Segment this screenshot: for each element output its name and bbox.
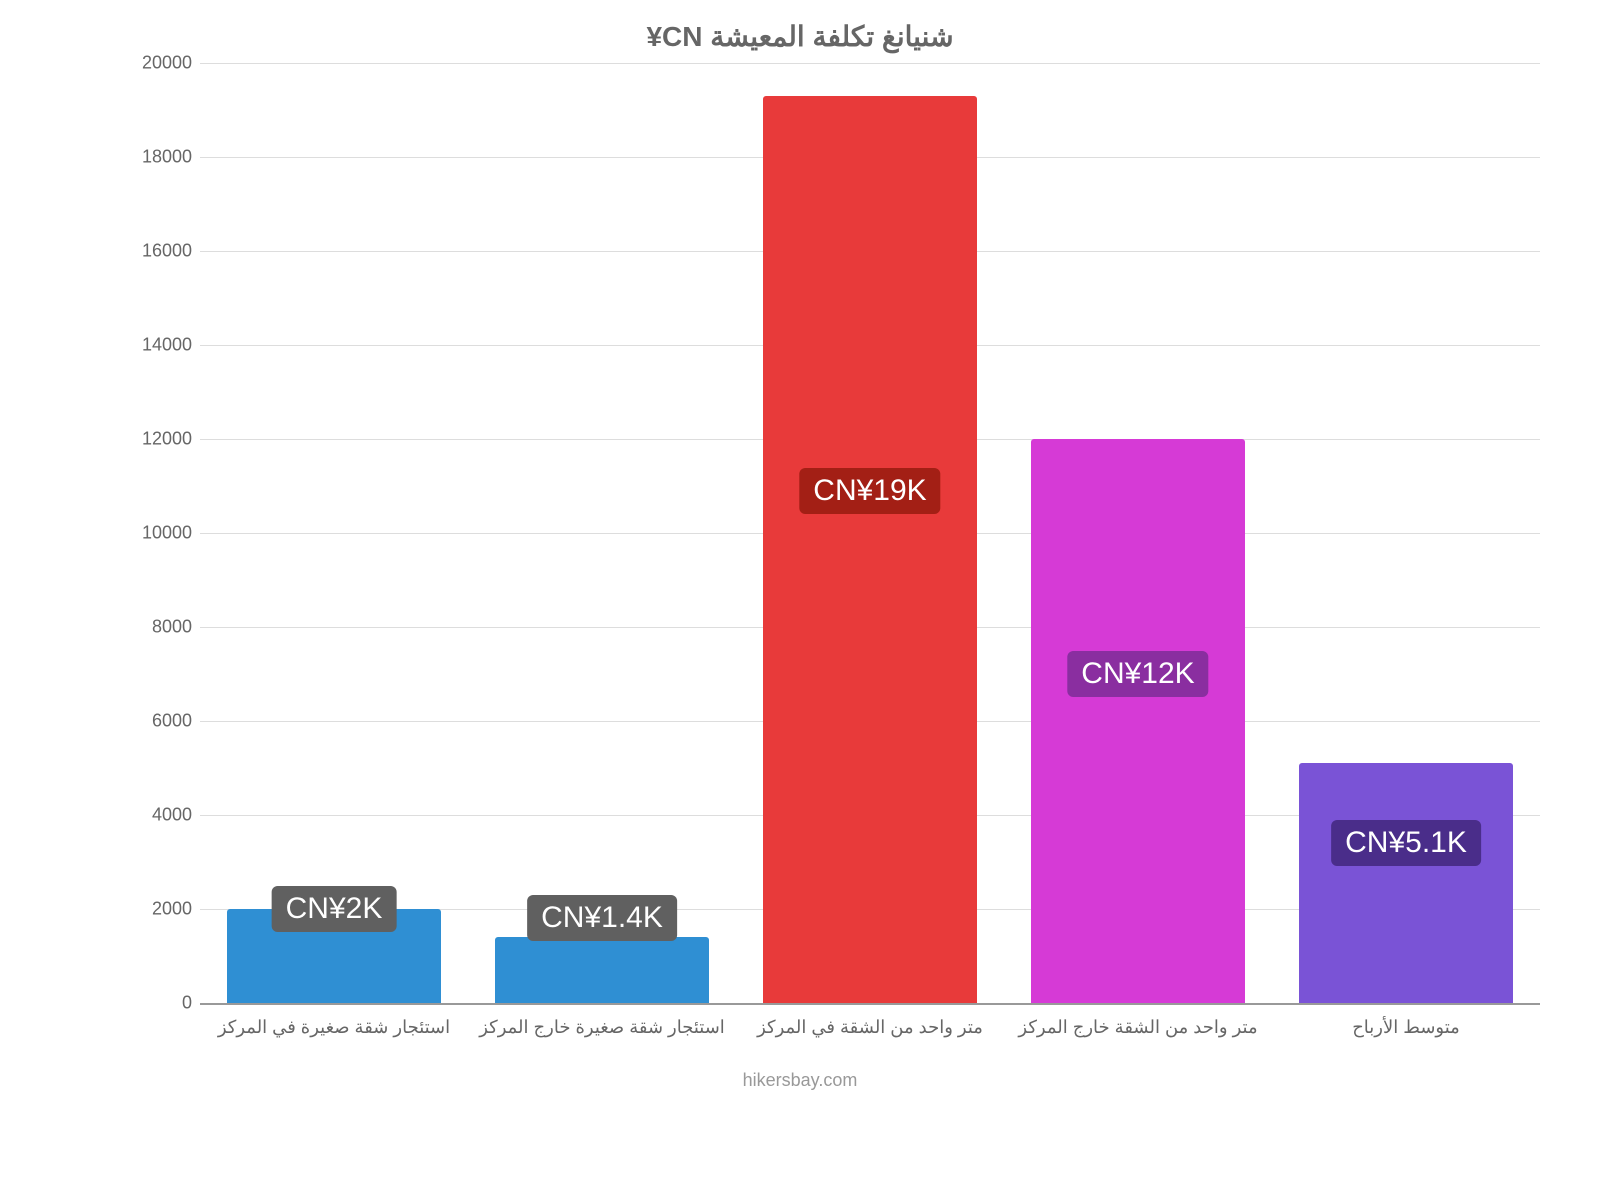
y-tick-label: 14000 [142, 335, 192, 356]
y-tick-label: 0 [182, 993, 192, 1014]
value-label: CN¥19K [799, 468, 940, 514]
bar [1031, 439, 1245, 1003]
x-tick-label: متر واحد من الشقة في المركز [757, 1017, 983, 1038]
y-tick-label: 2000 [152, 899, 192, 920]
plot-area: 0200040006000800010000120001400016000180… [130, 63, 1540, 1003]
x-tick-label: متوسط الأرباح [1352, 1017, 1460, 1038]
x-axis: استئجار شقة صغيرة في المركز استئجار شقة ص… [200, 1003, 1540, 1063]
y-tick-label: 8000 [152, 617, 192, 638]
chart-container: شنيانغ تكلفة المعيشة CN¥ 0 2000 4000 6000 80… [60, 20, 1540, 1140]
y-tick-label: 10000 [142, 523, 192, 544]
value-label: CN¥12K [1067, 651, 1208, 697]
y-axis: 0200040006000800010000120001400016000180… [130, 63, 200, 1003]
x-tick-label: استئجار شقة صغيرة خارج المركز [479, 1017, 725, 1038]
bar [495, 937, 709, 1003]
bar [1299, 763, 1513, 1003]
bars-layer: CN¥2K CN¥1.4K CN¥19K CN¥12K CN¥5.1K [200, 63, 1540, 1003]
bar [763, 96, 977, 1003]
value-label: CN¥5.1K [1331, 820, 1481, 866]
y-tick-label: 6000 [152, 711, 192, 732]
value-label: CN¥2K [272, 886, 397, 932]
x-tick-label: متر واحد من الشقة خارج المركز [1018, 1017, 1257, 1038]
y-tick-label: 12000 [142, 429, 192, 450]
y-tick-label: 16000 [142, 241, 192, 262]
y-tick-label: 4000 [152, 805, 192, 826]
x-tick-label: استئجار شقة صغيرة في المركز [218, 1017, 450, 1038]
value-label: CN¥1.4K [527, 895, 677, 941]
y-tick-label: 20000 [142, 53, 192, 74]
chart-footer: hikersbay.com [60, 1070, 1540, 1091]
y-tick-label: 18000 [142, 147, 192, 168]
chart-title: شنيانغ تكلفة المعيشة CN¥ [60, 20, 1540, 53]
